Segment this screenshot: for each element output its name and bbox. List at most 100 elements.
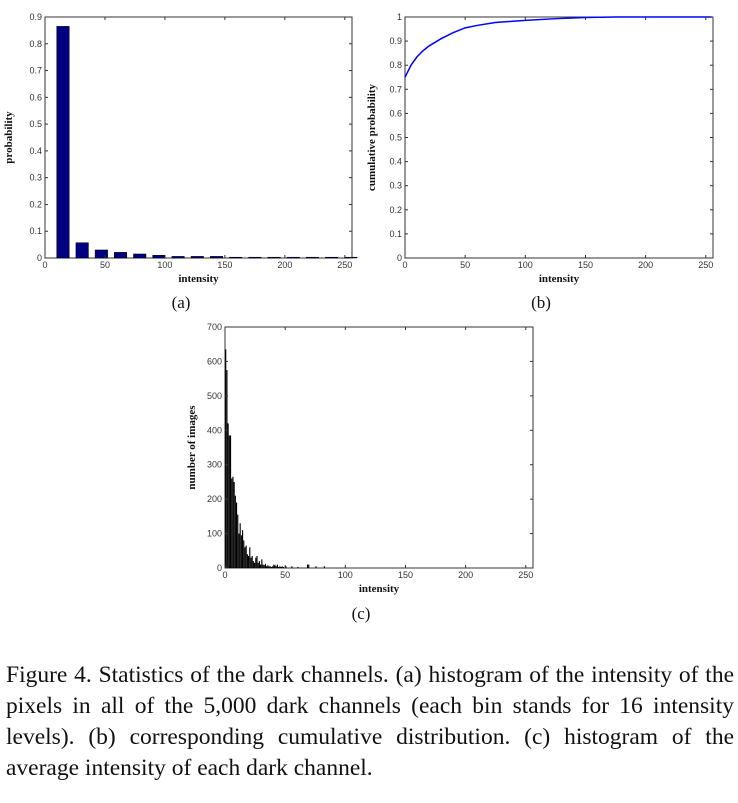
x-tick-label: 200 — [638, 260, 653, 270]
bar — [94, 249, 108, 259]
y-tick-label: 0.4 — [389, 157, 402, 167]
bar — [274, 565, 276, 568]
x-tick-label: 250 — [698, 260, 713, 270]
x-tick-label: 250 — [518, 570, 533, 580]
bar — [266, 566, 268, 568]
bar — [260, 564, 262, 568]
bar — [256, 555, 258, 568]
bar — [270, 566, 273, 568]
plot-frame — [404, 16, 714, 259]
x-tick-label: 50 — [460, 260, 470, 270]
y-tick-label: 0.7 — [389, 84, 402, 94]
bar — [251, 555, 253, 568]
bar — [258, 561, 260, 568]
bar — [228, 435, 230, 568]
bar — [252, 561, 254, 568]
bar — [225, 349, 227, 568]
y-tick-label: 0.6 — [389, 108, 402, 118]
bar — [325, 256, 339, 259]
bar — [280, 566, 282, 568]
y-tick-label: 700 — [207, 322, 222, 332]
bar — [245, 545, 247, 568]
bar — [305, 256, 319, 259]
bar — [272, 566, 274, 568]
bar — [75, 242, 89, 259]
y-tick-label: 0.5 — [389, 133, 402, 143]
y-tick-label: 0 — [37, 253, 42, 263]
y-tick-label: 300 — [207, 460, 222, 470]
x-tick-label: 0 — [222, 570, 227, 580]
bar — [267, 565, 269, 568]
x-tick-label: 100 — [338, 570, 353, 580]
x-tick-label: 150 — [578, 260, 593, 270]
bar — [234, 495, 236, 568]
bar — [273, 564, 275, 568]
bar — [249, 547, 251, 568]
bar — [315, 566, 317, 568]
x-tick-label: 150 — [398, 570, 413, 580]
y-tick-label: 0.8 — [389, 60, 402, 70]
bar — [240, 535, 242, 568]
bar — [297, 566, 299, 568]
y-tick-label: 400 — [207, 425, 222, 435]
bar — [281, 566, 283, 568]
bar — [267, 256, 281, 259]
bar — [237, 514, 239, 568]
bar — [263, 565, 265, 568]
x-tick-label: 0 — [42, 260, 47, 270]
bar — [257, 562, 259, 568]
bar — [238, 533, 240, 568]
y-axis-label: probability — [3, 111, 15, 164]
x-tick-label: 250 — [337, 260, 352, 270]
bar — [269, 566, 271, 568]
y-tick-label: 0.8 — [29, 39, 42, 49]
y-tick-label: 0.3 — [29, 173, 42, 183]
y-tick-label: 0.1 — [389, 229, 402, 239]
bar — [278, 566, 280, 568]
y-tick-label: 0.1 — [29, 226, 42, 236]
y-tick-label: 600 — [207, 356, 222, 366]
figure-caption: Figure 4. Statistics of the dark channel… — [6, 662, 734, 781]
y-tick-label: 0.5 — [29, 119, 42, 129]
y-tick-label: 1 — [397, 12, 402, 22]
bar — [323, 566, 325, 568]
x-axis-label: intensity — [178, 273, 219, 285]
y-tick-label: 0 — [217, 563, 222, 573]
bar — [171, 256, 185, 259]
x-axis-label: intensity — [359, 583, 400, 595]
x-tick-label: 150 — [217, 260, 232, 270]
chart-c: 0 50 100 150 200 250 0 100 200 300 400 500 600 700 int… — [186, 322, 534, 623]
bar — [248, 555, 250, 568]
y-tick-label: 0.2 — [29, 199, 42, 209]
panel-label: (c) — [352, 604, 371, 623]
bar — [239, 523, 241, 568]
bar — [114, 252, 128, 259]
bar — [268, 566, 270, 568]
plot-frame — [224, 326, 534, 569]
panel-label: (a) — [172, 293, 191, 312]
bar — [243, 540, 245, 568]
bar — [250, 557, 252, 568]
y-tick-label: 0.9 — [389, 36, 402, 46]
bar — [276, 564, 279, 568]
y-tick-label: 100 — [207, 529, 222, 539]
bar — [229, 435, 232, 568]
bar — [235, 502, 238, 568]
chart-a: 0 50 100 150 200 250 0 0.1 0.2 0.3 0.4 0.5 0.6 0.7 0.8… — [3, 12, 358, 312]
y-tick-label: 0.3 — [389, 181, 402, 191]
bar — [282, 566, 285, 568]
bar — [226, 370, 228, 568]
y-axis-label: cumulative probability — [366, 83, 378, 191]
x-tick-label: 100 — [518, 260, 533, 270]
bar — [56, 26, 70, 259]
bar — [232, 476, 234, 568]
y-tick-label: 0.6 — [29, 92, 42, 102]
bar — [152, 255, 166, 259]
bar — [133, 253, 147, 259]
x-tick-label: 200 — [277, 260, 292, 270]
y-tick-label: 0.9 — [29, 12, 42, 22]
bar — [190, 256, 204, 259]
x-axis-label: intensity — [539, 273, 580, 285]
bar — [255, 557, 257, 568]
y-tick-label: 0 — [397, 253, 402, 263]
